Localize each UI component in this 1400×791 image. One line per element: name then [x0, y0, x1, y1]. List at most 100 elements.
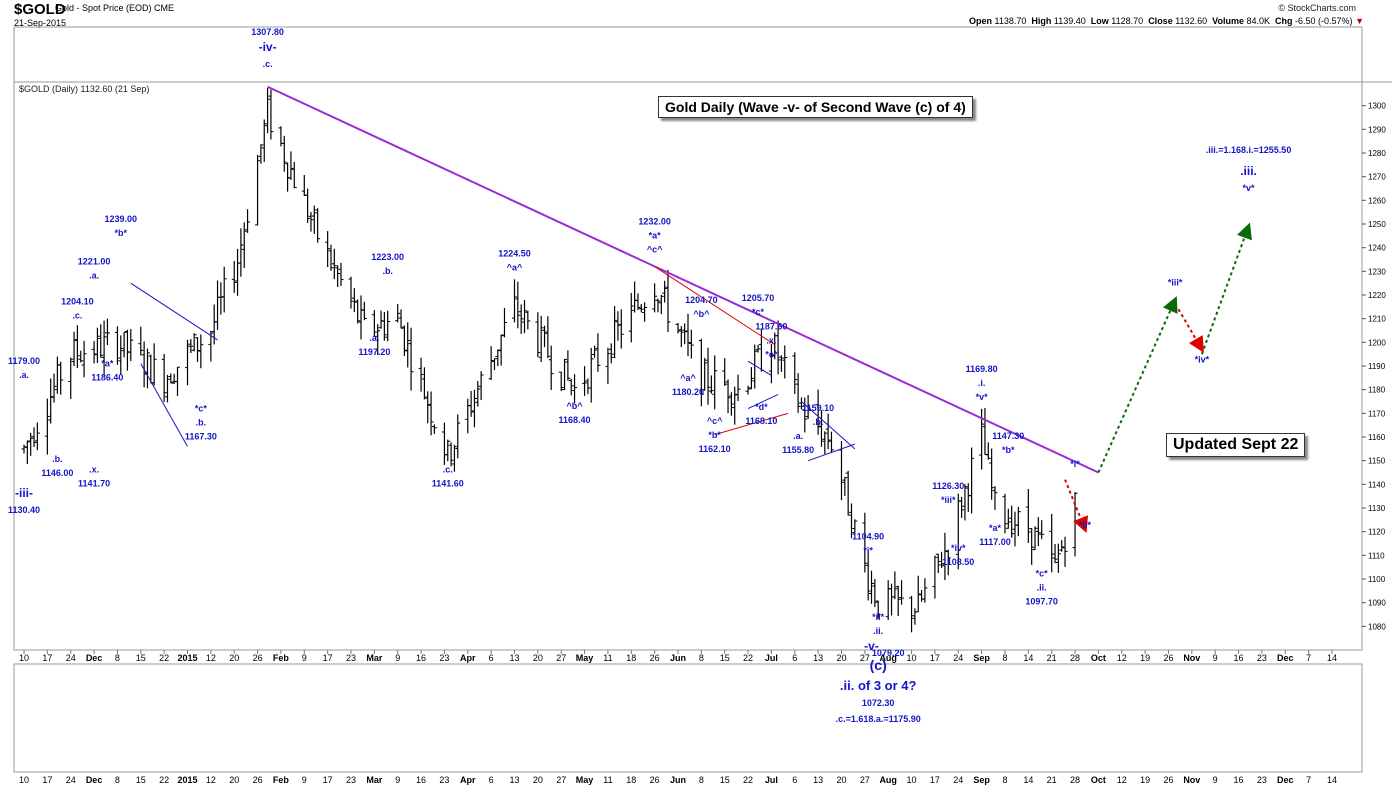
wave-annotation: 1159.10	[802, 403, 834, 413]
wave-annotation: 1147.30	[992, 431, 1024, 441]
y-tick-label: 1240	[1368, 244, 1386, 253]
wave-annotation: 1072.30	[862, 698, 895, 708]
wave-annotation: .iii.	[1240, 164, 1257, 178]
x-tick-label: 16	[416, 653, 426, 663]
wave-annotation: *b*	[115, 228, 128, 238]
x-tick-label: 17	[930, 653, 940, 663]
wave-annotation: .iii.=1.168.i.=1255.50	[1206, 145, 1292, 155]
chart-title-box: Gold Daily (Wave -v- of Second Wave (c) …	[658, 96, 973, 118]
x-tick-label: 24	[953, 653, 963, 663]
x-tick-label: 9	[395, 653, 400, 663]
y-tick-label: 1140	[1368, 480, 1386, 489]
x-tick-label: 2015	[177, 653, 197, 663]
x-tick-label: 24	[66, 653, 76, 663]
y-tick-label: 1260	[1368, 196, 1386, 205]
x-tick-label-lower: 23	[346, 775, 356, 785]
x-tick-label: Aug	[879, 653, 897, 663]
wave-annotation: 1167.30	[185, 432, 217, 442]
wave-annotation: .b.	[196, 418, 207, 428]
x-tick-label-lower: 26	[253, 775, 263, 785]
ohlc-readout: Open 1138.70 High 1139.40 Low 1128.70 Cl…	[968, 16, 1364, 26]
wave-annotation: *iv*	[951, 543, 966, 553]
wave-annotation: *c*	[1036, 568, 1049, 578]
x-tick-label: 17	[323, 653, 333, 663]
x-tick-label-lower: 10	[907, 775, 917, 785]
x-tick-label: 8	[115, 653, 120, 663]
wave-annotation: *i*	[1070, 459, 1080, 469]
x-tick-label-lower: 12	[1117, 775, 1127, 785]
x-tick-label: 14	[1023, 653, 1033, 663]
x-tick-label: 22	[743, 653, 753, 663]
y-tick-label: 1290	[1368, 125, 1386, 134]
red-channel-line	[654, 266, 776, 346]
wave-annotation: 1079.20	[872, 648, 905, 658]
x-tick-label-lower: 23	[1257, 775, 1267, 785]
y-tick-label: 1100	[1368, 575, 1386, 584]
x-tick-label: 18	[626, 653, 636, 663]
x-tick-label-lower: Jul	[765, 775, 778, 785]
wedge-line	[140, 363, 188, 447]
wave-annotation: 1223.00	[371, 252, 404, 262]
wedge-line	[801, 401, 856, 450]
x-tick-label-lower: 20	[229, 775, 239, 785]
x-tick-label: May	[576, 653, 594, 663]
y-tick-label: 1200	[1368, 338, 1386, 347]
wave-annotation: .b.	[52, 454, 63, 464]
wave-annotation: .b.	[813, 417, 824, 427]
wave-annotation: *ii*	[1079, 520, 1092, 530]
x-tick-label: 26	[253, 653, 263, 663]
x-tick-label: 12	[1117, 653, 1127, 663]
wave-annotation: 1104.90	[852, 531, 884, 541]
wave-annotation: 1179.00	[8, 356, 40, 366]
wave-annotation: 1232.00	[638, 217, 671, 227]
x-tick-label: Dec	[86, 653, 103, 663]
x-tick-label-lower: Dec	[86, 775, 103, 785]
wave-annotation: *iii*	[1168, 278, 1183, 288]
x-tick-label-lower: 16	[416, 775, 426, 785]
wave-annotation: *ii*	[872, 612, 885, 622]
wedge-line	[747, 360, 772, 376]
wave-annotation: *e*	[765, 350, 778, 360]
wedge-line	[130, 282, 218, 341]
y-tick-label: 1170	[1368, 409, 1386, 418]
wave-annotation: ^b^	[567, 401, 584, 411]
projection-arrow-green	[1200, 222, 1252, 355]
y-tick-label: 1300	[1368, 102, 1386, 111]
x-tick-label: 15	[720, 653, 730, 663]
y-tick-label: 1160	[1368, 433, 1386, 442]
x-tick-label: 9	[302, 653, 307, 663]
wedge-line	[747, 393, 779, 410]
wave-annotation: .x.	[766, 336, 776, 346]
x-tick-label: 15	[136, 653, 146, 663]
y-tick-label: 1190	[1368, 362, 1386, 371]
x-tick-label-lower: May	[576, 775, 594, 785]
x-tick-label-lower: 18	[626, 775, 636, 785]
wave-annotation: 1307.80	[251, 27, 284, 37]
wave-annotation: 1187.60	[755, 322, 787, 332]
x-tick-label: Jun	[670, 653, 686, 663]
wave-annotation: 1180.20	[672, 387, 704, 397]
projection-arrow-red	[1064, 479, 1088, 534]
x-tick-label: 26	[650, 653, 660, 663]
x-tick-label-lower: 21	[1047, 775, 1057, 785]
wave-annotation: 1162.10	[699, 444, 731, 454]
y-tick-label: 1220	[1368, 291, 1386, 300]
wave-annotation: 1108.50	[942, 557, 974, 567]
wave-annotation: .a.	[19, 370, 29, 380]
x-tick-label: 7	[1306, 653, 1311, 663]
wave-annotation: 1168.40	[559, 415, 591, 425]
y-tick-label: 1230	[1368, 267, 1386, 276]
wave-annotation: 1141.60	[432, 479, 464, 489]
wave-annotation: 1097.70	[1025, 596, 1058, 606]
x-tick-label: 21	[1047, 653, 1057, 663]
x-tick-label-lower: 23	[439, 775, 449, 785]
x-tick-label-lower: 6	[489, 775, 494, 785]
x-tick-label-lower: Aug	[879, 775, 897, 785]
trendline	[267, 85, 1099, 474]
x-tick-label-lower: 2015	[177, 775, 197, 785]
x-tick-label-lower: 27	[860, 775, 870, 785]
wave-annotation: *v*	[976, 392, 989, 402]
x-tick-label-lower: 27	[556, 775, 566, 785]
x-tick-label: 10	[19, 653, 29, 663]
x-tick-label-lower: 8	[115, 775, 120, 785]
